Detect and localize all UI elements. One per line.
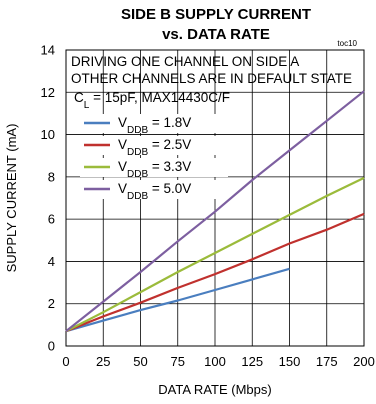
- x-tick-label: 0: [62, 354, 69, 369]
- series-line-3: [65, 176, 365, 333]
- annotation-line-3: CL = 15pF, MAX14430C/F: [74, 90, 230, 111]
- chart-subtitle: vs. DATA RATE: [162, 26, 270, 43]
- plot-frame: [65, 49, 365, 347]
- annotations: DRIVING ONE CHANNEL ON SIDE A OTHER CHAN…: [71, 54, 352, 111]
- y-tick-label: 14: [41, 43, 55, 58]
- y-tick-label: 2: [48, 296, 55, 311]
- chart-code: toc10: [337, 39, 357, 48]
- y-tick-label: 4: [48, 254, 55, 269]
- legend-bg-1: [80, 114, 228, 133]
- legend-bg-3: [80, 158, 228, 177]
- x-tick-label: 175: [316, 354, 338, 369]
- chart-title: SIDE B SUPPLY CURRENT: [121, 6, 311, 23]
- x-tick-label: 75: [171, 354, 185, 369]
- series-line-1: [65, 267, 290, 333]
- y-ticks: 0 2 4 6 8 10 12 14: [41, 43, 55, 354]
- series-lines: [65, 90, 365, 333]
- legend-label-3: VDDB = 3.3V: [118, 159, 191, 180]
- series-line-4: [65, 90, 365, 333]
- legend-label-2: VDDB = 2.5V: [118, 137, 191, 158]
- y-tick-label: 8: [48, 169, 55, 184]
- y-tick-label: 10: [41, 127, 55, 142]
- x-tick-label: 50: [133, 354, 147, 369]
- legend-bg-4: [80, 180, 228, 199]
- x-tick-label: 100: [204, 354, 226, 369]
- x-tick-label: 25: [96, 354, 110, 369]
- legend-label-1: VDDB = 1.8V: [118, 115, 191, 136]
- x-axis-label: DATA RATE (Mbps): [158, 382, 271, 397]
- annotation-line-1: DRIVING ONE CHANNEL ON SIDE A: [71, 54, 299, 69]
- legend-label-4: VDDB = 5.0V: [118, 181, 191, 202]
- x-tick-label: 150: [279, 354, 301, 369]
- y-axis-label: SUPPLY CURRENT (mA): [4, 124, 19, 273]
- legend-bg-2: [80, 136, 228, 155]
- series-line-2: [65, 212, 365, 333]
- y-tick-label: 0: [48, 339, 55, 354]
- annotation-line-2: OTHER CHANNELS ARE IN DEFAULT STATE: [71, 71, 352, 86]
- x-tick-label: 200: [353, 354, 375, 369]
- y-tick-label: 6: [48, 212, 55, 227]
- x-ticks: 0 25 50 75 100 125 150 175 200: [62, 354, 374, 369]
- y-tick-label: 12: [41, 85, 55, 100]
- x-tick-label: 125: [241, 354, 263, 369]
